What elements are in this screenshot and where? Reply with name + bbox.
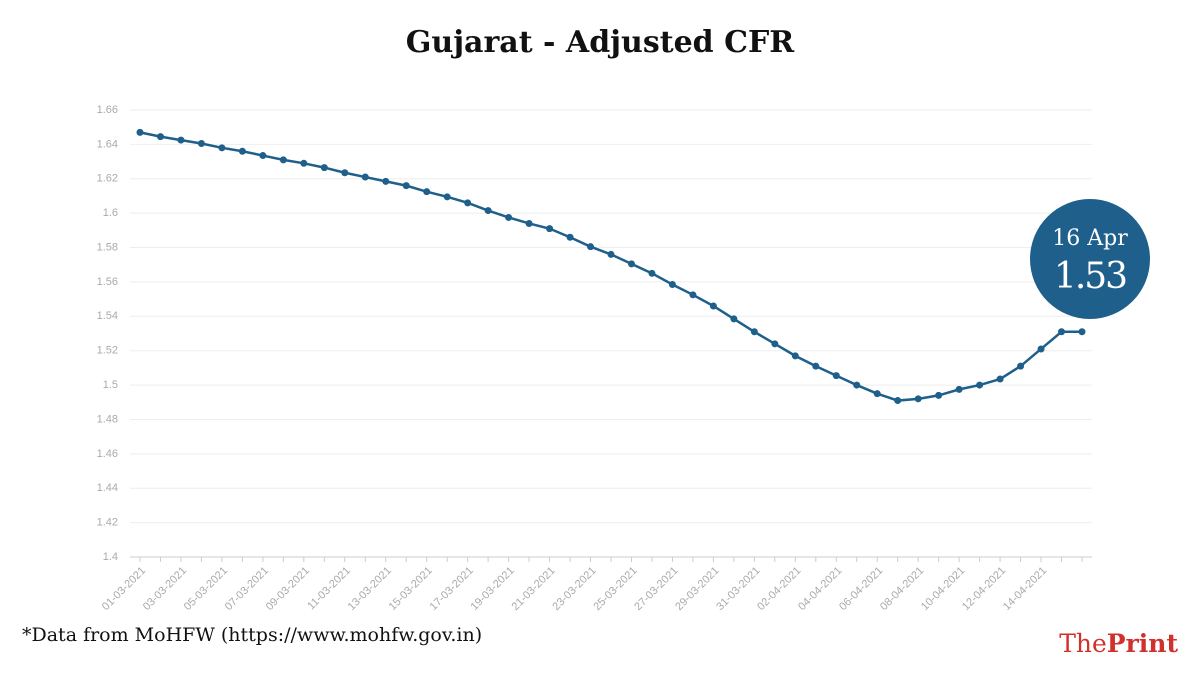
y-tick-label: 1.44	[97, 482, 118, 494]
y-tick-label: 1.58	[97, 241, 118, 253]
y-tick-label: 1.46	[97, 448, 118, 460]
point	[750, 328, 758, 336]
y-tick-label: 1.62	[97, 173, 118, 185]
point	[914, 395, 922, 403]
point	[894, 397, 902, 405]
point	[1058, 328, 1066, 336]
y-tick-label: 1.48	[97, 413, 118, 425]
point	[218, 144, 226, 152]
logo-second: Print	[1107, 629, 1179, 658]
point	[279, 156, 287, 164]
point	[689, 291, 697, 299]
point	[136, 128, 144, 136]
point	[259, 152, 267, 160]
point	[156, 133, 164, 141]
point	[505, 213, 513, 221]
point	[976, 381, 984, 389]
annotation-value: 1.53	[1054, 256, 1126, 297]
y-tick-label: 1.42	[97, 517, 118, 529]
point	[709, 302, 717, 310]
y-tick-label: 1.64	[97, 138, 118, 150]
annotation-date: 16 Apr	[1052, 226, 1128, 251]
point	[771, 340, 779, 348]
y-tick-label: 1.4	[103, 551, 118, 563]
point	[935, 391, 943, 399]
point	[607, 250, 615, 258]
point	[955, 385, 963, 393]
point	[546, 225, 554, 233]
point	[668, 281, 676, 289]
annotation-bubble	[1030, 199, 1150, 319]
point	[464, 199, 472, 207]
point	[587, 243, 595, 251]
y-tick-label: 1.6	[103, 207, 118, 219]
point	[1078, 328, 1086, 336]
point	[382, 177, 390, 185]
footnote: *Data from MoHFW (https://www.mohfw.gov.…	[22, 624, 482, 646]
point	[566, 233, 574, 241]
y-tick-label: 1.66	[97, 104, 118, 116]
point	[341, 169, 349, 177]
logo-first: The	[1059, 629, 1107, 658]
point	[197, 140, 205, 148]
y-tick-label: 1.5	[103, 379, 118, 391]
point	[730, 315, 738, 323]
point	[873, 390, 881, 398]
y-tick-label: 1.56	[97, 276, 118, 288]
point	[812, 362, 820, 370]
logo: ThePrint	[1059, 629, 1178, 658]
point	[423, 188, 431, 196]
point	[484, 207, 492, 215]
point	[791, 352, 799, 360]
point	[832, 372, 840, 380]
y-tick-label: 1.52	[97, 345, 118, 357]
point	[238, 147, 246, 155]
point	[320, 164, 328, 172]
point	[853, 381, 861, 389]
point	[402, 182, 410, 190]
point	[525, 219, 533, 227]
point	[443, 193, 451, 201]
point	[177, 136, 185, 144]
point	[996, 375, 1004, 383]
point	[1037, 345, 1045, 353]
point	[1017, 362, 1025, 370]
point	[300, 159, 308, 167]
y-tick-label: 1.54	[97, 310, 118, 322]
point	[361, 173, 369, 181]
chart-title: Gujarat - Adjusted CFR	[406, 25, 796, 60]
point	[648, 269, 656, 277]
point	[627, 260, 635, 268]
